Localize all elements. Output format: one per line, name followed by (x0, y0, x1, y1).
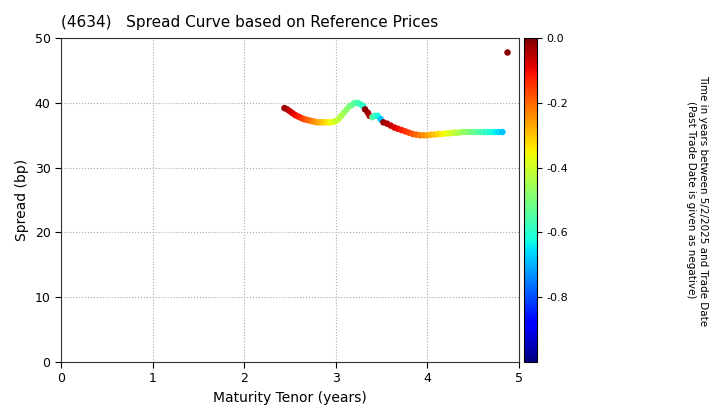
Point (414, 132, 426, 139)
Point (377, 119, 389, 126)
Point (375, 116, 387, 123)
Point (456, 129, 468, 135)
Point (330, 118, 341, 124)
Point (453, 129, 464, 136)
Point (312, 119, 323, 126)
Point (355, 101, 366, 108)
Point (471, 129, 482, 135)
Point (325, 119, 337, 126)
Point (333, 116, 344, 123)
Point (369, 113, 381, 119)
Y-axis label: Spread (bp): Spread (bp) (15, 159, 29, 241)
Point (392, 126, 404, 132)
Point (497, 129, 508, 135)
Point (407, 131, 418, 137)
Point (410, 131, 422, 138)
Point (449, 129, 461, 136)
Point (343, 103, 355, 110)
Point (478, 129, 490, 135)
Point (317, 119, 328, 126)
Point (359, 106, 371, 113)
Point (336, 113, 347, 119)
Point (303, 117, 315, 124)
Point (382, 120, 393, 127)
Point (315, 119, 326, 126)
Point (301, 116, 312, 123)
X-axis label: Maturity Tenor (years): Maturity Tenor (years) (213, 391, 366, 405)
Point (433, 131, 444, 137)
Point (279, 105, 290, 111)
Point (323, 119, 334, 126)
Point (447, 129, 459, 136)
Point (298, 116, 310, 123)
Point (328, 118, 340, 125)
Point (464, 129, 475, 135)
Point (429, 131, 441, 138)
Text: (4634)   Spread Curve based on Reference Prices: (4634) Spread Curve based on Reference P… (61, 15, 438, 30)
Point (352, 100, 364, 106)
Point (403, 129, 415, 136)
Point (426, 131, 437, 138)
Point (486, 129, 498, 135)
Point (490, 129, 501, 135)
Point (418, 132, 429, 139)
Point (295, 114, 307, 121)
Point (436, 131, 448, 137)
Point (357, 103, 369, 110)
Point (493, 129, 505, 135)
Point (341, 106, 353, 113)
Point (389, 124, 400, 131)
Point (284, 108, 296, 115)
Point (385, 122, 397, 129)
Point (474, 129, 486, 135)
Point (396, 127, 408, 134)
Point (460, 129, 472, 135)
Point (482, 129, 493, 135)
Point (282, 106, 293, 113)
Point (444, 130, 455, 136)
Point (346, 102, 358, 108)
Point (372, 113, 384, 119)
Point (349, 100, 361, 106)
Point (287, 110, 298, 117)
Point (292, 113, 304, 120)
Point (309, 118, 320, 125)
Point (289, 112, 301, 118)
Point (306, 118, 318, 124)
Point (366, 114, 378, 121)
Point (440, 130, 451, 136)
Point (320, 119, 331, 126)
Point (338, 109, 350, 116)
Point (362, 109, 374, 116)
Point (421, 132, 433, 139)
Point (501, 49, 513, 56)
Point (467, 129, 479, 135)
Y-axis label: Time in years between 5/2/2025 and Trade Date
(Past Trade Date is given as negat: Time in years between 5/2/2025 and Trade… (686, 74, 708, 326)
Point (400, 128, 411, 135)
Point (364, 113, 375, 119)
